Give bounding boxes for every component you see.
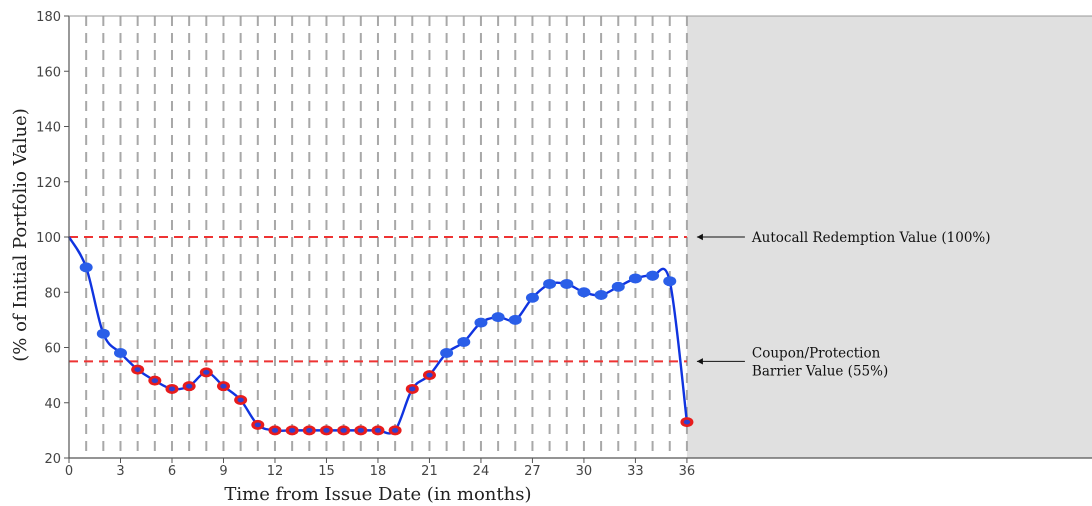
annotation-label: Coupon/Protection [752,345,881,361]
y-tick-label: 120 [36,176,61,191]
data-point [525,292,539,303]
data-point [491,312,505,323]
data-point-core [683,419,691,425]
y-axis-title: (% of Initial Portfolio Value) [10,108,31,361]
y-tick-label: 160 [36,65,61,80]
data-point [474,317,488,328]
data-point-core [288,427,296,433]
data-point-core [151,378,159,384]
data-point-core [357,427,364,433]
data-point [543,278,557,289]
y-tick-label: 40 [44,397,61,412]
annotations: Autocall Redemption Value (100%) Coupon/P… [696,230,991,379]
series-line [67,236,689,435]
shaded-region [686,16,1092,458]
data-point [113,348,127,359]
annotation-label: Barrier Value (55%) [752,363,888,379]
x-tick-label: 33 [627,464,644,479]
data-point [611,281,625,292]
x-tick-label: 15 [318,464,335,479]
x-tick-label: 30 [576,464,593,479]
data-point-core [185,383,193,389]
data-points [79,262,694,436]
x-tick-label: 27 [524,464,541,479]
data-point [508,314,522,325]
x-tick-label: 21 [421,464,438,479]
reference-lines [69,236,687,363]
y-tick-label: 100 [36,231,61,246]
data-point [560,278,574,289]
data-point [79,262,93,273]
data-point [594,290,608,301]
data-point-core [237,397,244,403]
data-point-core [306,427,313,433]
data-point-core [391,427,399,433]
data-point [628,273,642,284]
y-tick-label: 180 [36,10,61,25]
y-tick-label: 80 [44,286,61,301]
y-tick-label: 140 [36,121,61,136]
annotation-arrowhead [696,358,703,365]
y-tick-label: 60 [44,342,61,357]
data-point [457,336,471,347]
data-point [663,276,677,287]
data-point [440,348,454,359]
x-tick-label: 6 [168,464,176,479]
data-point-core [220,383,227,389]
x-tick-label: 18 [370,464,387,479]
x-tick-label: 24 [473,464,490,479]
data-point-core [323,427,330,433]
data-point-core [409,386,416,392]
data-point-core [271,427,279,433]
data-point [96,328,110,339]
x-tick-label: 9 [219,464,227,479]
data-point-core [168,386,176,392]
x-axis-title: Time from Issue Date (in months) [224,484,531,505]
x-tick-label: 36 [679,464,696,479]
data-point [646,270,660,281]
data-point-core [426,372,433,378]
x-tick-label: 12 [267,464,284,479]
data-point-core [254,422,262,428]
annotation-label: Autocall Redemption Value (100%) [751,230,991,246]
data-point-core [374,427,382,433]
data-point-core [203,369,210,375]
data-point-core [340,427,347,433]
x-tick-label: 3 [116,464,124,479]
data-point [577,287,591,298]
x-tick-label: 0 [65,464,73,479]
annotation-arrowhead [696,233,703,241]
data-point-core [134,367,141,372]
y-tick-label: 20 [44,452,61,467]
